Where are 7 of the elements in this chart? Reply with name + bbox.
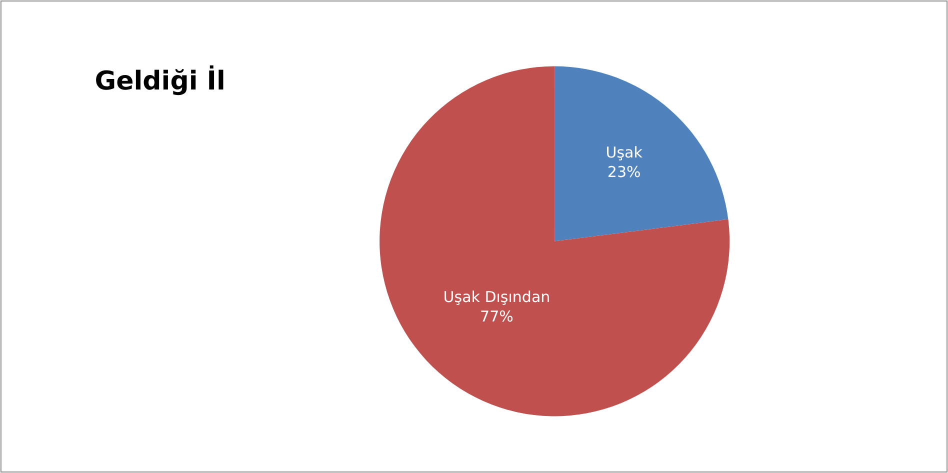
- pie-slice: [554, 66, 728, 242]
- text: Geldiği İl: [94, 64, 226, 97]
- slice-label: Uşak Dışından: [443, 288, 550, 306]
- pie-slice: [380, 66, 730, 416]
- slice-label: Uşak: [606, 143, 643, 162]
- data-label: 23%: [607, 162, 641, 181]
- data-label: 77%: [480, 308, 514, 326]
